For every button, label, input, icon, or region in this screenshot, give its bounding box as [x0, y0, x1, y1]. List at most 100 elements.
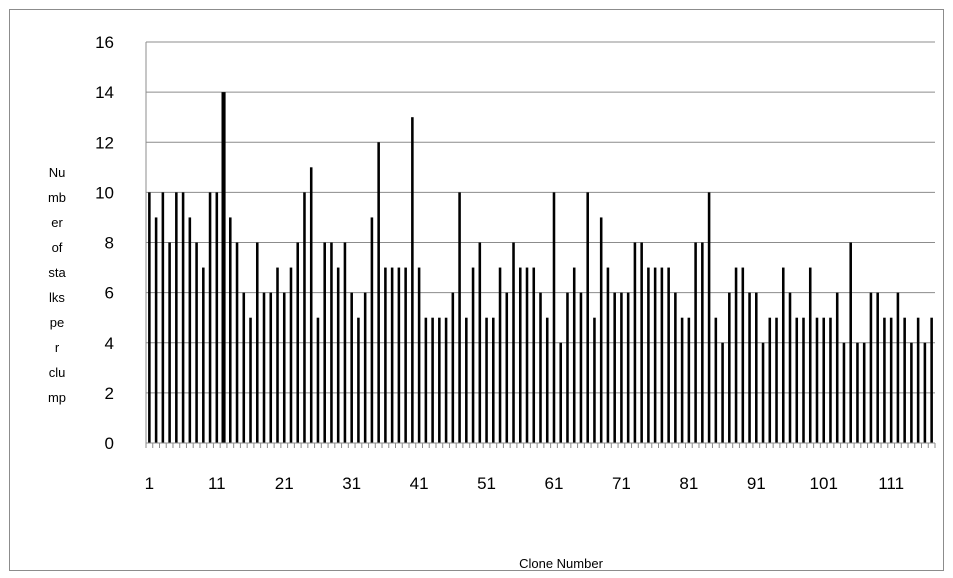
y-axis-label-line: lks	[49, 290, 65, 305]
bar	[363, 292, 367, 444]
x-tick-labels: 1 11 21 31 41 51 61 71 81 91 101 111	[145, 474, 904, 493]
bar	[208, 192, 212, 444]
bar	[640, 242, 643, 443]
y-axis-label-line: er	[51, 215, 63, 230]
bar	[242, 292, 246, 444]
axes	[145, 42, 936, 448]
bar	[701, 242, 704, 443]
x-tick-label: 11	[208, 474, 226, 493]
bar	[215, 192, 219, 444]
bars	[148, 92, 933, 444]
y-axis-label-line: of	[52, 240, 63, 255]
bar	[599, 217, 603, 443]
y-tick-labels: 0 2 4 6 8 10 12 14 16	[95, 33, 114, 453]
y-axis-label-line: mp	[48, 390, 66, 405]
bar	[451, 292, 455, 444]
x-tick-label: 71	[612, 474, 631, 493]
bar	[404, 267, 407, 443]
bar	[492, 317, 495, 443]
bar	[923, 342, 927, 443]
bar	[795, 317, 799, 443]
bar	[559, 342, 563, 443]
bar	[687, 317, 691, 443]
bar	[309, 167, 313, 443]
bar	[539, 292, 542, 444]
bar	[566, 292, 569, 444]
bar	[498, 267, 502, 443]
bar	[849, 242, 852, 443]
chart-frame: 0 2 4 6 8 10 12 14 16 1 11 21 31 41 51 61 71 81 91 101 111 …	[9, 9, 944, 571]
bar	[235, 242, 239, 443]
bar	[930, 317, 933, 443]
bar	[613, 292, 616, 444]
bar	[721, 342, 724, 443]
bar	[518, 267, 522, 443]
bar	[276, 267, 279, 443]
bar	[667, 267, 670, 443]
bar	[161, 192, 165, 444]
bar	[377, 142, 380, 443]
x-tick-label: 61	[545, 474, 564, 493]
bar	[572, 267, 576, 443]
bar	[249, 317, 252, 443]
bar	[417, 267, 421, 443]
bar	[728, 292, 731, 444]
bar	[694, 242, 697, 443]
bar	[202, 267, 205, 443]
bar	[512, 242, 515, 443]
bar	[262, 292, 266, 444]
bar	[916, 317, 920, 443]
bar	[822, 317, 826, 443]
bar	[255, 242, 259, 443]
bar	[188, 217, 192, 443]
bar	[350, 292, 353, 444]
bar	[532, 267, 536, 443]
bar	[390, 267, 394, 443]
x-tick-label: 51	[477, 474, 496, 493]
bar	[714, 317, 718, 443]
bar	[505, 292, 509, 444]
bar	[465, 317, 468, 443]
y-tick-label: 4	[105, 334, 114, 353]
bar	[316, 317, 320, 443]
bar	[761, 342, 765, 443]
bar	[471, 267, 475, 443]
bar	[586, 192, 589, 444]
bar	[606, 267, 610, 443]
bar	[896, 292, 900, 444]
bar	[768, 317, 772, 443]
bar	[411, 117, 414, 443]
bar	[552, 192, 556, 444]
bar	[802, 317, 805, 443]
x-tick-label: 1	[145, 474, 154, 493]
bar	[431, 317, 434, 443]
bar	[438, 317, 441, 443]
bar	[485, 317, 488, 443]
y-axis-label-line: pe	[50, 315, 64, 330]
x-tick-label: 101	[810, 474, 838, 493]
bar	[296, 242, 300, 443]
bar	[815, 317, 819, 443]
bar	[660, 267, 664, 443]
bar	[330, 242, 333, 443]
bar	[579, 292, 583, 444]
bar	[154, 217, 158, 443]
bar	[148, 192, 151, 444]
bar	[620, 292, 623, 444]
bar	[626, 292, 630, 444]
bar	[903, 317, 906, 443]
bar	[370, 217, 374, 443]
y-tick-label: 0	[105, 434, 114, 453]
y-tick-label: 2	[105, 384, 114, 403]
y-tick-label: 10	[95, 183, 114, 202]
x-tick-label: 21	[275, 474, 294, 493]
bar	[633, 242, 637, 443]
bar	[525, 267, 529, 443]
bar	[181, 192, 185, 444]
x-axis-label: Clone Number	[519, 556, 603, 570]
bar	[910, 342, 913, 443]
y-tick-label: 14	[95, 83, 114, 102]
bar	[856, 342, 859, 443]
bar	[647, 267, 650, 443]
